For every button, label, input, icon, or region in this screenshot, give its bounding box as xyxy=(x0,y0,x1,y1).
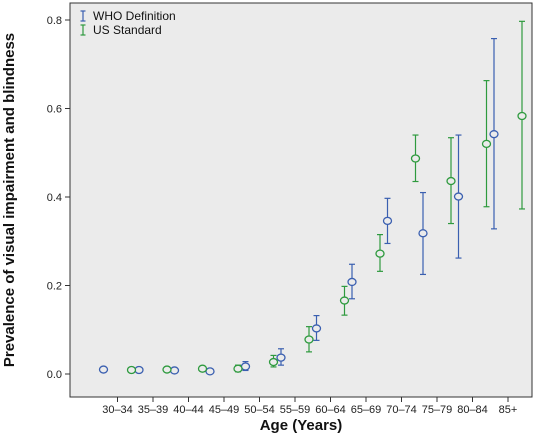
data-point xyxy=(276,353,286,362)
x-tick-label: 30–34 xyxy=(102,404,133,416)
y-axis: 0.0 0.2 0.4 0.6 0.8 xyxy=(47,15,70,381)
x-axis: 30–34 35–39 40–44 45–49 50–54 55–59 60–64 65–69… xyxy=(102,397,517,416)
x-tick-label: 45–49 xyxy=(209,404,240,416)
data-point xyxy=(205,367,215,376)
data-point xyxy=(169,366,180,375)
data-point xyxy=(162,365,172,374)
x-tick-label: 70–74 xyxy=(386,404,417,416)
data-point xyxy=(517,111,527,121)
y-axis-title: Prevalence of visual impairment and blin… xyxy=(1,33,18,367)
data-point xyxy=(375,249,385,258)
plot-area xyxy=(69,2,533,398)
series-who-definition xyxy=(98,37,499,376)
y-tick-label: 0.4 xyxy=(47,192,62,204)
x-tick-label: 60–64 xyxy=(315,404,346,416)
y-tick-label: 0.0 xyxy=(47,369,62,381)
data-point xyxy=(489,130,499,139)
x-tick-label: 80–84 xyxy=(457,404,488,416)
data-point xyxy=(410,154,421,163)
data-point xyxy=(233,364,243,373)
y-tick-label: 0.2 xyxy=(47,281,62,293)
x-tick-label: 85+ xyxy=(499,404,518,416)
legend-item: WHO Definition xyxy=(80,9,176,23)
x-tick-label: 35–39 xyxy=(138,404,169,416)
legend-item: US Standard xyxy=(80,23,162,37)
data-point xyxy=(126,365,137,375)
data-point xyxy=(268,357,279,367)
data-point xyxy=(98,365,109,374)
data-point xyxy=(382,216,393,226)
data-point xyxy=(347,277,357,287)
data-point xyxy=(453,192,464,201)
data-point xyxy=(304,335,314,344)
data-point xyxy=(134,365,144,375)
data-point xyxy=(418,229,428,238)
x-tick-label: 75–79 xyxy=(422,404,453,416)
y-tick-label: 0.8 xyxy=(47,15,62,27)
x-tick-label: 65–69 xyxy=(351,404,382,416)
legend-label: US Standard xyxy=(93,23,162,37)
x-tick-label: 55–59 xyxy=(280,404,311,416)
data-point xyxy=(240,362,251,371)
series-us-standard xyxy=(126,20,527,375)
data-point xyxy=(311,324,322,333)
x-tick-label: 40–44 xyxy=(173,404,204,416)
data-point xyxy=(446,176,456,186)
x-axis-title: Age (Years) xyxy=(260,417,343,434)
x-tick-label: 50–54 xyxy=(244,404,275,416)
data-marks xyxy=(98,20,527,376)
data-point xyxy=(481,139,492,149)
data-point xyxy=(197,364,208,373)
y-tick-label: 0.6 xyxy=(47,104,62,116)
legend-label: WHO Definition xyxy=(93,9,176,23)
data-point xyxy=(339,296,350,305)
